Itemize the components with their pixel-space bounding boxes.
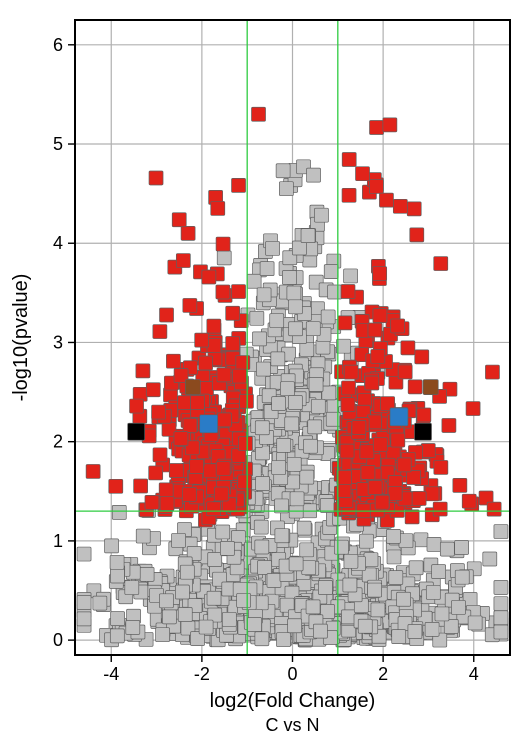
volcano-plot: -4 -2 0 2 4 0 1 2 3 4 5 6 log2(Fold Change) C vs N -lo… [0, 0, 530, 749]
x-tick-label: 4 [469, 664, 479, 684]
x-axis-label: log2(Fold Change) [210, 690, 376, 712]
x-tick-label: 2 [378, 664, 388, 684]
y-tick-label: 1 [53, 531, 63, 551]
y-axis-label: -log10(pvalue) [10, 274, 32, 402]
y-tick-label: 0 [53, 630, 63, 650]
x-tick-label: -2 [194, 664, 210, 684]
y-tick-label: 6 [53, 35, 63, 55]
volcano-plot-svg: -4 -2 0 2 4 0 1 2 3 4 5 6 log2(Fold Change) C vs N -lo… [0, 0, 530, 744]
y-tick-label: 5 [53, 134, 63, 154]
y-tick-label: 4 [53, 233, 63, 253]
y-tick-label: 2 [53, 432, 63, 452]
x-tick-label: 0 [287, 664, 297, 684]
y-tick-label: 3 [53, 332, 63, 352]
subtitle: C vs N [266, 715, 320, 735]
x-tick-label: -4 [103, 664, 119, 684]
